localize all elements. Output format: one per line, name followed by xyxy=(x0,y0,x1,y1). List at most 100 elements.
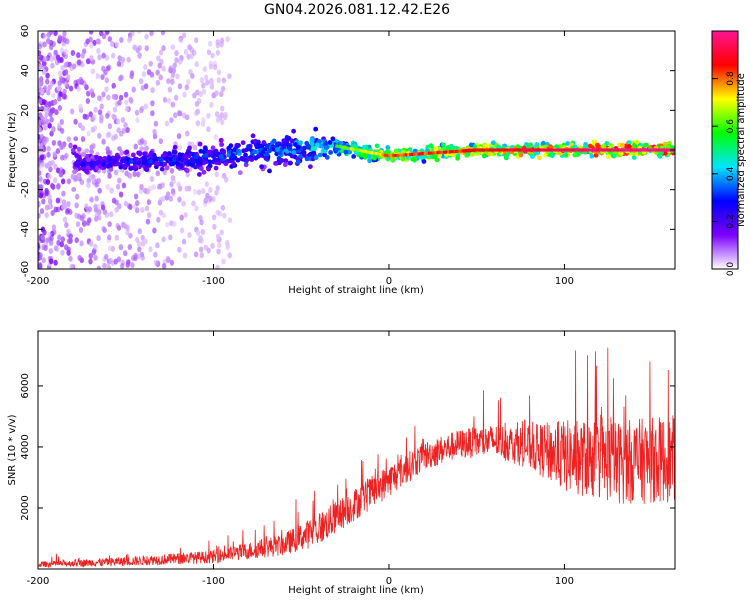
heatmap-cell xyxy=(116,60,122,67)
heatmap-cell xyxy=(543,148,547,152)
heatmap-cell xyxy=(195,120,201,127)
heatmap-cell xyxy=(369,150,372,154)
heatmap-cell xyxy=(665,148,669,152)
heatmap-cell xyxy=(205,192,210,199)
heatmap-cell xyxy=(575,148,578,152)
snr-plot-area xyxy=(38,331,675,569)
heatmap-cell xyxy=(148,159,153,164)
heatmap-cell xyxy=(366,150,370,154)
heatmap-cell xyxy=(203,244,209,251)
heatmap-cell xyxy=(104,253,109,260)
heatmap-cell xyxy=(172,144,178,150)
heatmap-cell xyxy=(136,171,141,178)
heatmap-cell xyxy=(124,149,130,155)
heatmap-cell xyxy=(193,154,199,160)
heatmap-cell xyxy=(206,49,212,56)
y-tick-label: 20 xyxy=(20,104,31,117)
heatmap-cell xyxy=(153,160,159,166)
heatmap-cell xyxy=(594,142,600,148)
heatmap-cell xyxy=(396,153,399,157)
heatmap-cell xyxy=(117,99,122,106)
heatmap-cell xyxy=(153,156,158,162)
heatmap-cell xyxy=(203,74,209,81)
heatmap-cell xyxy=(177,196,182,203)
heatmap-cell xyxy=(146,212,152,219)
heatmap-cell xyxy=(225,240,230,247)
heatmap-cell xyxy=(503,148,507,152)
heatmap-cell xyxy=(505,151,510,157)
heatmap-cell xyxy=(126,259,131,266)
heatmap-cell xyxy=(148,246,153,253)
heatmap-cell xyxy=(223,161,229,167)
heatmap-cell xyxy=(184,84,189,91)
heatmap-cell xyxy=(44,204,50,211)
heatmap-cell xyxy=(381,153,385,157)
heatmap-cell xyxy=(70,50,76,57)
heatmap-cell xyxy=(57,36,63,43)
heatmap-cell xyxy=(291,150,297,155)
heatmap-cell xyxy=(123,250,128,257)
heatmap-cell xyxy=(282,162,288,168)
heatmap-cell xyxy=(74,212,79,219)
heatmap-cell xyxy=(90,126,96,133)
heatmap-cell xyxy=(164,120,170,127)
heatmap-cell xyxy=(85,58,91,65)
heatmap-cell xyxy=(638,148,641,152)
heatmap-cell xyxy=(446,150,450,154)
heatmap-cell xyxy=(109,211,114,218)
heatmap-cell xyxy=(343,146,347,150)
heatmap-cell xyxy=(48,166,53,173)
heatmap-cell xyxy=(217,242,222,249)
heatmap-cell xyxy=(101,65,106,72)
heatmap-cell xyxy=(76,59,82,66)
heatmap-cell xyxy=(165,221,170,228)
heatmap-cell xyxy=(130,31,135,37)
heatmap-cell xyxy=(620,142,625,148)
heatmap-cell xyxy=(69,108,75,115)
heatmap-cell xyxy=(79,257,85,264)
heatmap-cell xyxy=(143,238,148,245)
heatmap-cell xyxy=(263,155,269,161)
heatmap-cell xyxy=(144,165,150,171)
heatmap-cell xyxy=(45,237,50,244)
heatmap-cell xyxy=(632,148,635,152)
heatmap-cell xyxy=(427,151,431,155)
heatmap-cell xyxy=(201,169,207,175)
heatmap-cell xyxy=(215,264,220,269)
heatmap-cell xyxy=(149,175,155,182)
heatmap-cell xyxy=(588,148,591,152)
heatmap-cell xyxy=(352,147,355,151)
heatmap-cell xyxy=(46,151,51,158)
heatmap-cell xyxy=(577,148,580,152)
heatmap-cell xyxy=(194,61,199,68)
heatmap-cell xyxy=(161,262,167,269)
heatmap-cell xyxy=(510,148,513,152)
heatmap-cell xyxy=(644,148,648,152)
heatmap-cell xyxy=(548,148,551,152)
heatmap-cell xyxy=(203,145,208,151)
heatmap-cell xyxy=(88,252,93,259)
heatmap-cell xyxy=(114,206,119,213)
heatmap-cell xyxy=(196,189,202,196)
heatmap-cell xyxy=(317,152,323,158)
heatmap-cell xyxy=(69,263,74,269)
heatmap-cell xyxy=(470,152,475,157)
heatmap-cell xyxy=(113,258,118,265)
heatmap-cell xyxy=(66,201,71,208)
heatmap-cell xyxy=(134,207,140,214)
heatmap-cell xyxy=(562,148,566,152)
heatmap-cell xyxy=(85,90,91,97)
heatmap-cell xyxy=(117,177,122,184)
heatmap-cell xyxy=(45,72,50,79)
heatmap-cell xyxy=(39,208,45,215)
heatmap-cell xyxy=(281,138,287,144)
y-tick-label: 0 xyxy=(20,147,31,153)
heatmap-cell xyxy=(198,166,204,171)
heatmap-cell xyxy=(68,237,73,244)
heatmap-cell xyxy=(400,153,403,157)
heatmap-cell xyxy=(640,148,644,152)
heatmap-cell xyxy=(152,128,157,135)
heatmap-cell xyxy=(499,148,502,152)
heatmap-cell xyxy=(174,50,179,57)
x-tick-label: 100 xyxy=(555,276,574,287)
